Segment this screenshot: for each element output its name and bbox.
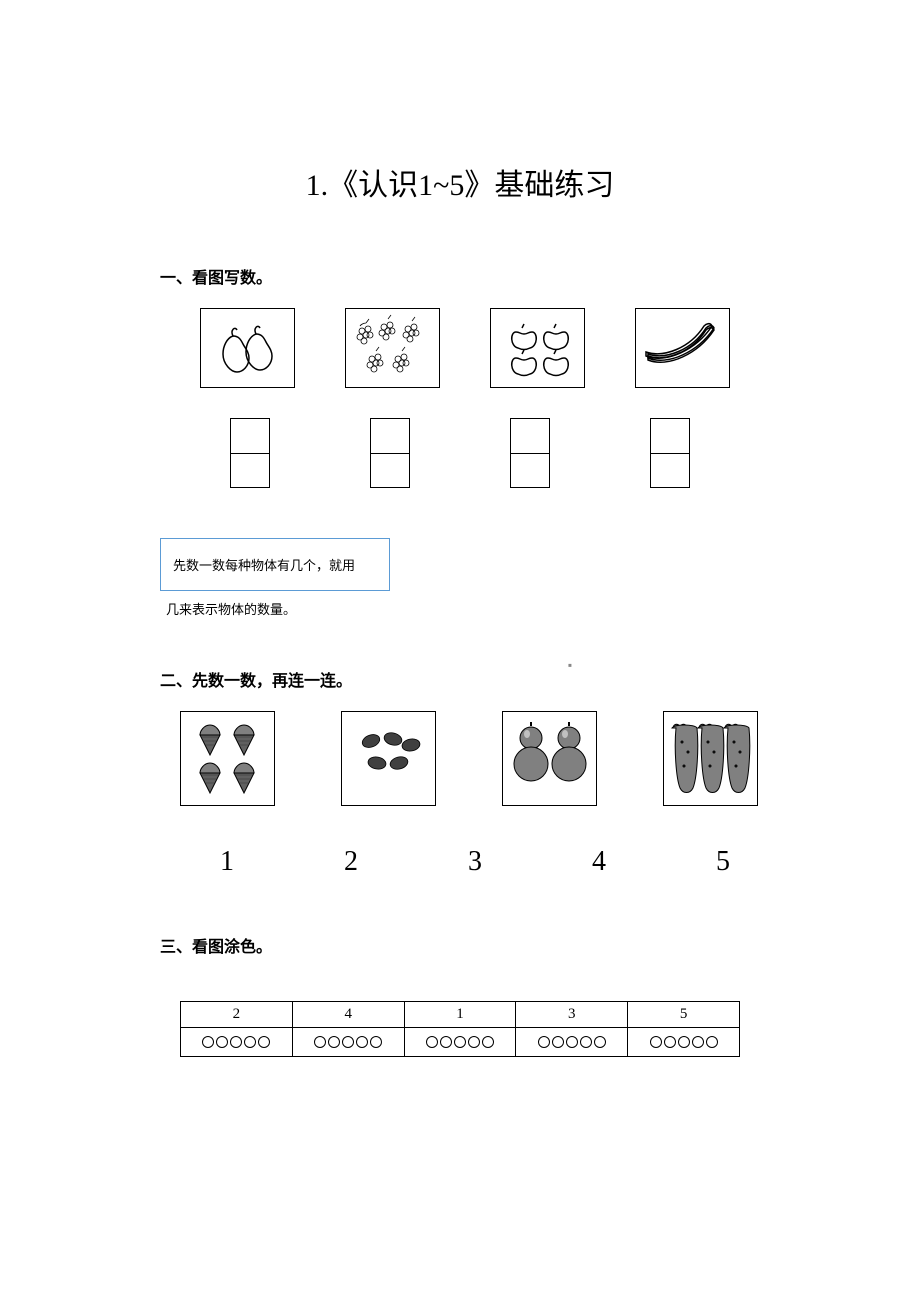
image-bananas — [635, 308, 730, 388]
section-1-heading: 一、看图写数。 — [160, 264, 760, 288]
circles-cell-4[interactable] — [516, 1028, 628, 1057]
grapes-icon — [348, 313, 438, 383]
answer-box-2[interactable] — [370, 418, 410, 488]
circles-cell-2[interactable] — [292, 1028, 404, 1057]
section-2-numbers: 1 2 3 4 5 — [160, 846, 760, 878]
answer-box-3[interactable] — [510, 418, 550, 488]
table-header-row: 2 4 1 3 5 — [181, 1002, 740, 1028]
beans-icon — [349, 719, 429, 799]
number-2: 2 — [344, 846, 358, 878]
col-header-3: 1 — [404, 1002, 516, 1028]
coloring-table: 2 4 1 3 5 — [180, 1001, 740, 1057]
number-1: 1 — [220, 846, 234, 878]
icecream-icon — [188, 719, 268, 799]
col-header-1: 2 — [181, 1002, 293, 1028]
col-header-5: 5 — [628, 1002, 740, 1028]
col-header-2: 4 — [292, 1002, 404, 1028]
answer-box-4[interactable] — [650, 418, 690, 488]
number-5: 5 — [716, 846, 730, 878]
circles-cell-3[interactable] — [404, 1028, 516, 1057]
gourds-icon — [505, 716, 595, 801]
image-pears — [200, 308, 295, 388]
section-2-images — [160, 711, 760, 806]
apples-icon — [498, 318, 578, 378]
section-3-heading: 三、看图涂色。 — [160, 933, 760, 957]
image-beans — [341, 711, 436, 806]
image-cucumbers — [663, 711, 758, 806]
section-3: 三、看图涂色。 2 4 1 3 5 — [160, 933, 760, 1057]
answer-box-1[interactable] — [230, 418, 270, 488]
hint-line-1: 先数一数每种物体有几个，就用 — [160, 538, 390, 591]
section-1-images — [160, 308, 760, 388]
image-icecream — [180, 711, 275, 806]
bananas-icon — [638, 318, 728, 378]
hint-block: 先数一数每种物体有几个，就用 几来表示物体的数量。 — [160, 538, 760, 618]
table-circles-row — [181, 1028, 740, 1057]
pears-icon — [208, 318, 288, 378]
number-3: 3 — [468, 846, 482, 878]
number-4: 4 — [592, 846, 606, 878]
section-2: 二、先数一数，再连一连。 — [160, 667, 760, 878]
circles-cell-1[interactable] — [181, 1028, 293, 1057]
page-title: 1.《认识1~5》基础练习 — [160, 160, 760, 204]
circles-cell-5[interactable] — [628, 1028, 740, 1057]
col-header-4: 3 — [516, 1002, 628, 1028]
section-1-answer-boxes — [160, 418, 760, 488]
section-2-heading: 二、先数一数，再连一连。 — [160, 667, 760, 691]
image-gourds — [502, 711, 597, 806]
image-grapes — [345, 308, 440, 388]
image-apples — [490, 308, 585, 388]
section-1: 一、看图写数。 — [160, 264, 760, 673]
hint-line-2: 几来表示物体的数量。 — [160, 591, 760, 618]
cucumbers-icon — [666, 716, 756, 801]
